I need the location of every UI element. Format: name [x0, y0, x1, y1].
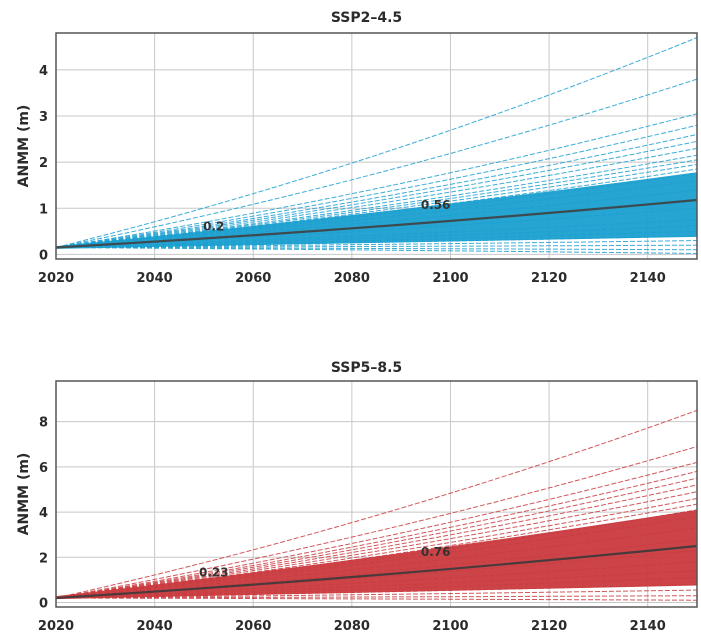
ensemble-line [56, 159, 697, 248]
x-tick-label: 2040 [137, 619, 173, 634]
y-tick-label: 1 [39, 202, 48, 217]
y-tick-label: 4 [39, 64, 48, 79]
y-tick-label: 0 [39, 596, 48, 611]
y-tick-label: 0 [39, 248, 48, 263]
ensemble-line [56, 484, 697, 599]
ensemble-line [56, 78, 697, 248]
y-axis-label: ANMM (m) [16, 105, 32, 188]
ensemble-line [56, 244, 697, 248]
x-tick-label: 2060 [235, 619, 271, 634]
ensemble-line [56, 113, 697, 248]
ensemble-line [56, 595, 697, 599]
y-tick-label: 3 [39, 110, 48, 125]
median-annotation: 0.2 [203, 219, 224, 233]
likely-range-band [56, 172, 697, 249]
x-tick-label: 2100 [432, 271, 468, 286]
ensemble-line [56, 140, 697, 248]
x-tick-label: 2040 [137, 271, 173, 286]
median-annotation: 0.76 [421, 545, 451, 559]
ensemble-line [56, 246, 697, 254]
x-tick-label: 2120 [531, 619, 567, 634]
ensemble-line [56, 446, 697, 599]
ensemble-line [56, 124, 697, 248]
ensemble-line [56, 409, 697, 599]
y-tick-label: 2 [39, 551, 48, 566]
ensemble-line [56, 589, 697, 599]
ensemble-line [56, 133, 697, 248]
ensemble-line [56, 470, 697, 599]
likely-range-band [56, 509, 697, 600]
plot-area: 0.23 0.76 [56, 409, 697, 601]
x-tick-label: 2060 [235, 271, 271, 286]
x-tick-label: 2100 [432, 619, 468, 634]
y-tick-label: 8 [39, 416, 48, 431]
y-tick-label: 2 [39, 156, 48, 171]
median-annotation: 0.23 [199, 565, 229, 579]
median-annotation: 0.56 [421, 198, 451, 212]
x-tick-label: 2120 [531, 271, 567, 286]
x-tick-label: 2140 [630, 271, 666, 286]
chart-title: SSP2–4.5 [331, 10, 402, 26]
x-tick-label: 2080 [334, 619, 370, 634]
chart-panel-2: 0.23 0.76 SSP5–8.5 2020 2040 2060 2080 2100 2120… [16, 360, 698, 634]
ensemble-line [56, 461, 697, 599]
median-line [56, 198, 697, 249]
ensemble-line [56, 147, 697, 248]
x-tick-label: 2020 [38, 271, 74, 286]
ensemble-line [56, 246, 697, 251]
x-tick-label: 2080 [334, 271, 370, 286]
y-tick-label: 4 [39, 506, 48, 521]
chart-title: SSP5–8.5 [331, 360, 402, 376]
plot-area: 0.2 0.56 [56, 37, 697, 254]
ensemble-line [56, 477, 697, 599]
y-tick-label: 6 [39, 461, 48, 476]
plot-frame [55, 32, 698, 260]
y-axis-label: ANMM (m) [16, 453, 32, 536]
chart-panel-1: 0.2 0.56 SSP2–4.5 2020 2040 2060 2080 2100 2120 2… [16, 10, 698, 286]
ensemble-line [56, 163, 697, 248]
x-tick-label: 2140 [630, 619, 666, 634]
x-tick-label: 2020 [38, 619, 74, 634]
ensemble-line [56, 37, 697, 248]
ensemble-line [56, 597, 697, 601]
ensemble-line [56, 240, 697, 248]
plot-frame [55, 380, 698, 608]
median-line [56, 544, 697, 600]
